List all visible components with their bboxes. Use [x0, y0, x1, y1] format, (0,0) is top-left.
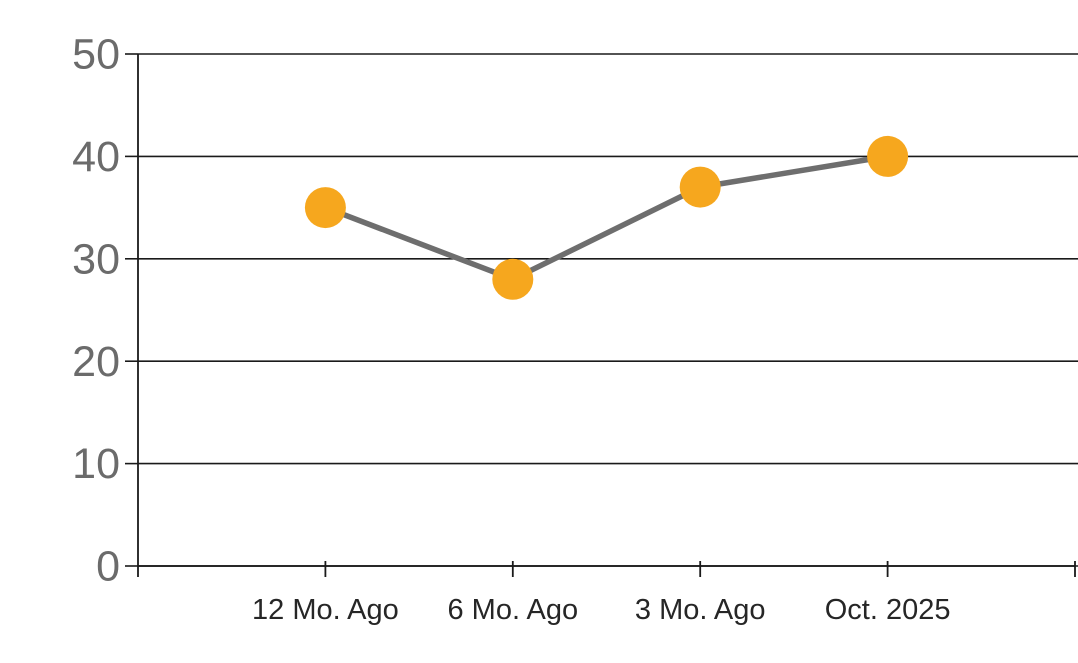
x-tick-label: 6 Mo. Ago — [448, 594, 579, 626]
x-tick-label: 3 Mo. Ago — [635, 594, 766, 626]
y-tick-label: 0 — [96, 543, 120, 591]
x-tick-label: Oct. 2025 — [825, 594, 951, 626]
x-tick-label: 12 Mo. Ago — [252, 594, 399, 626]
y-tick-label: 20 — [72, 338, 120, 386]
y-tick-label: 10 — [72, 440, 120, 488]
data-point-marker — [304, 187, 346, 229]
data-line — [324, 153, 889, 283]
y-tick-label: 50 — [72, 31, 120, 79]
data-point-marker — [679, 166, 721, 208]
y-tick-label: 30 — [72, 235, 120, 283]
data-point-marker — [867, 135, 909, 177]
data-point-marker — [492, 258, 534, 300]
y-tick-label: 40 — [72, 133, 120, 181]
